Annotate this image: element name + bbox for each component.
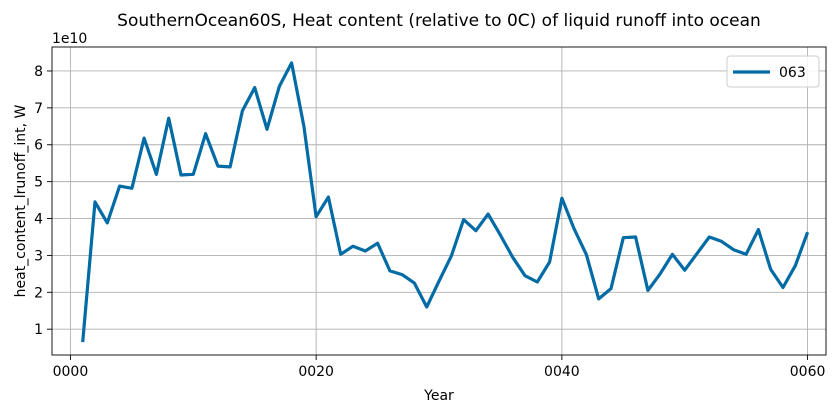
y-tick-label: 3 xyxy=(34,248,43,264)
series-layer xyxy=(81,61,810,343)
series-line-063 xyxy=(81,61,810,343)
x-tick-label: 0040 xyxy=(544,364,580,380)
y-axis-label: heat_content_lrunoff_int, W xyxy=(13,104,29,297)
y-tick-label: 5 xyxy=(34,175,43,191)
chart-title: SouthernOcean60S, Heat content (relative… xyxy=(117,11,761,31)
y-tick-label: 1 xyxy=(34,322,43,338)
x-tick-label: 0020 xyxy=(298,364,334,380)
legend-label: 063 xyxy=(779,65,806,81)
y-tick-label: 2 xyxy=(34,285,43,301)
y-tick-label: 4 xyxy=(34,212,43,228)
plot-frame xyxy=(51,46,827,356)
x-tick-label: 0000 xyxy=(53,364,89,380)
y-tick-label: 7 xyxy=(34,101,43,117)
tick-layer: 0000 0020 0040 0060 1 2 3 4 5 6 7 8 xyxy=(34,64,825,380)
y-tick-label: 8 xyxy=(34,64,43,80)
legend-box xyxy=(726,55,820,88)
x-axis-label: Year xyxy=(423,388,454,404)
y-axis-scale-label: 1e10 xyxy=(52,31,87,47)
x-tick-label: 0060 xyxy=(790,364,826,380)
y-tick-label: 6 xyxy=(34,138,43,154)
legend: 063 xyxy=(726,55,820,88)
grid-lines xyxy=(52,47,826,355)
